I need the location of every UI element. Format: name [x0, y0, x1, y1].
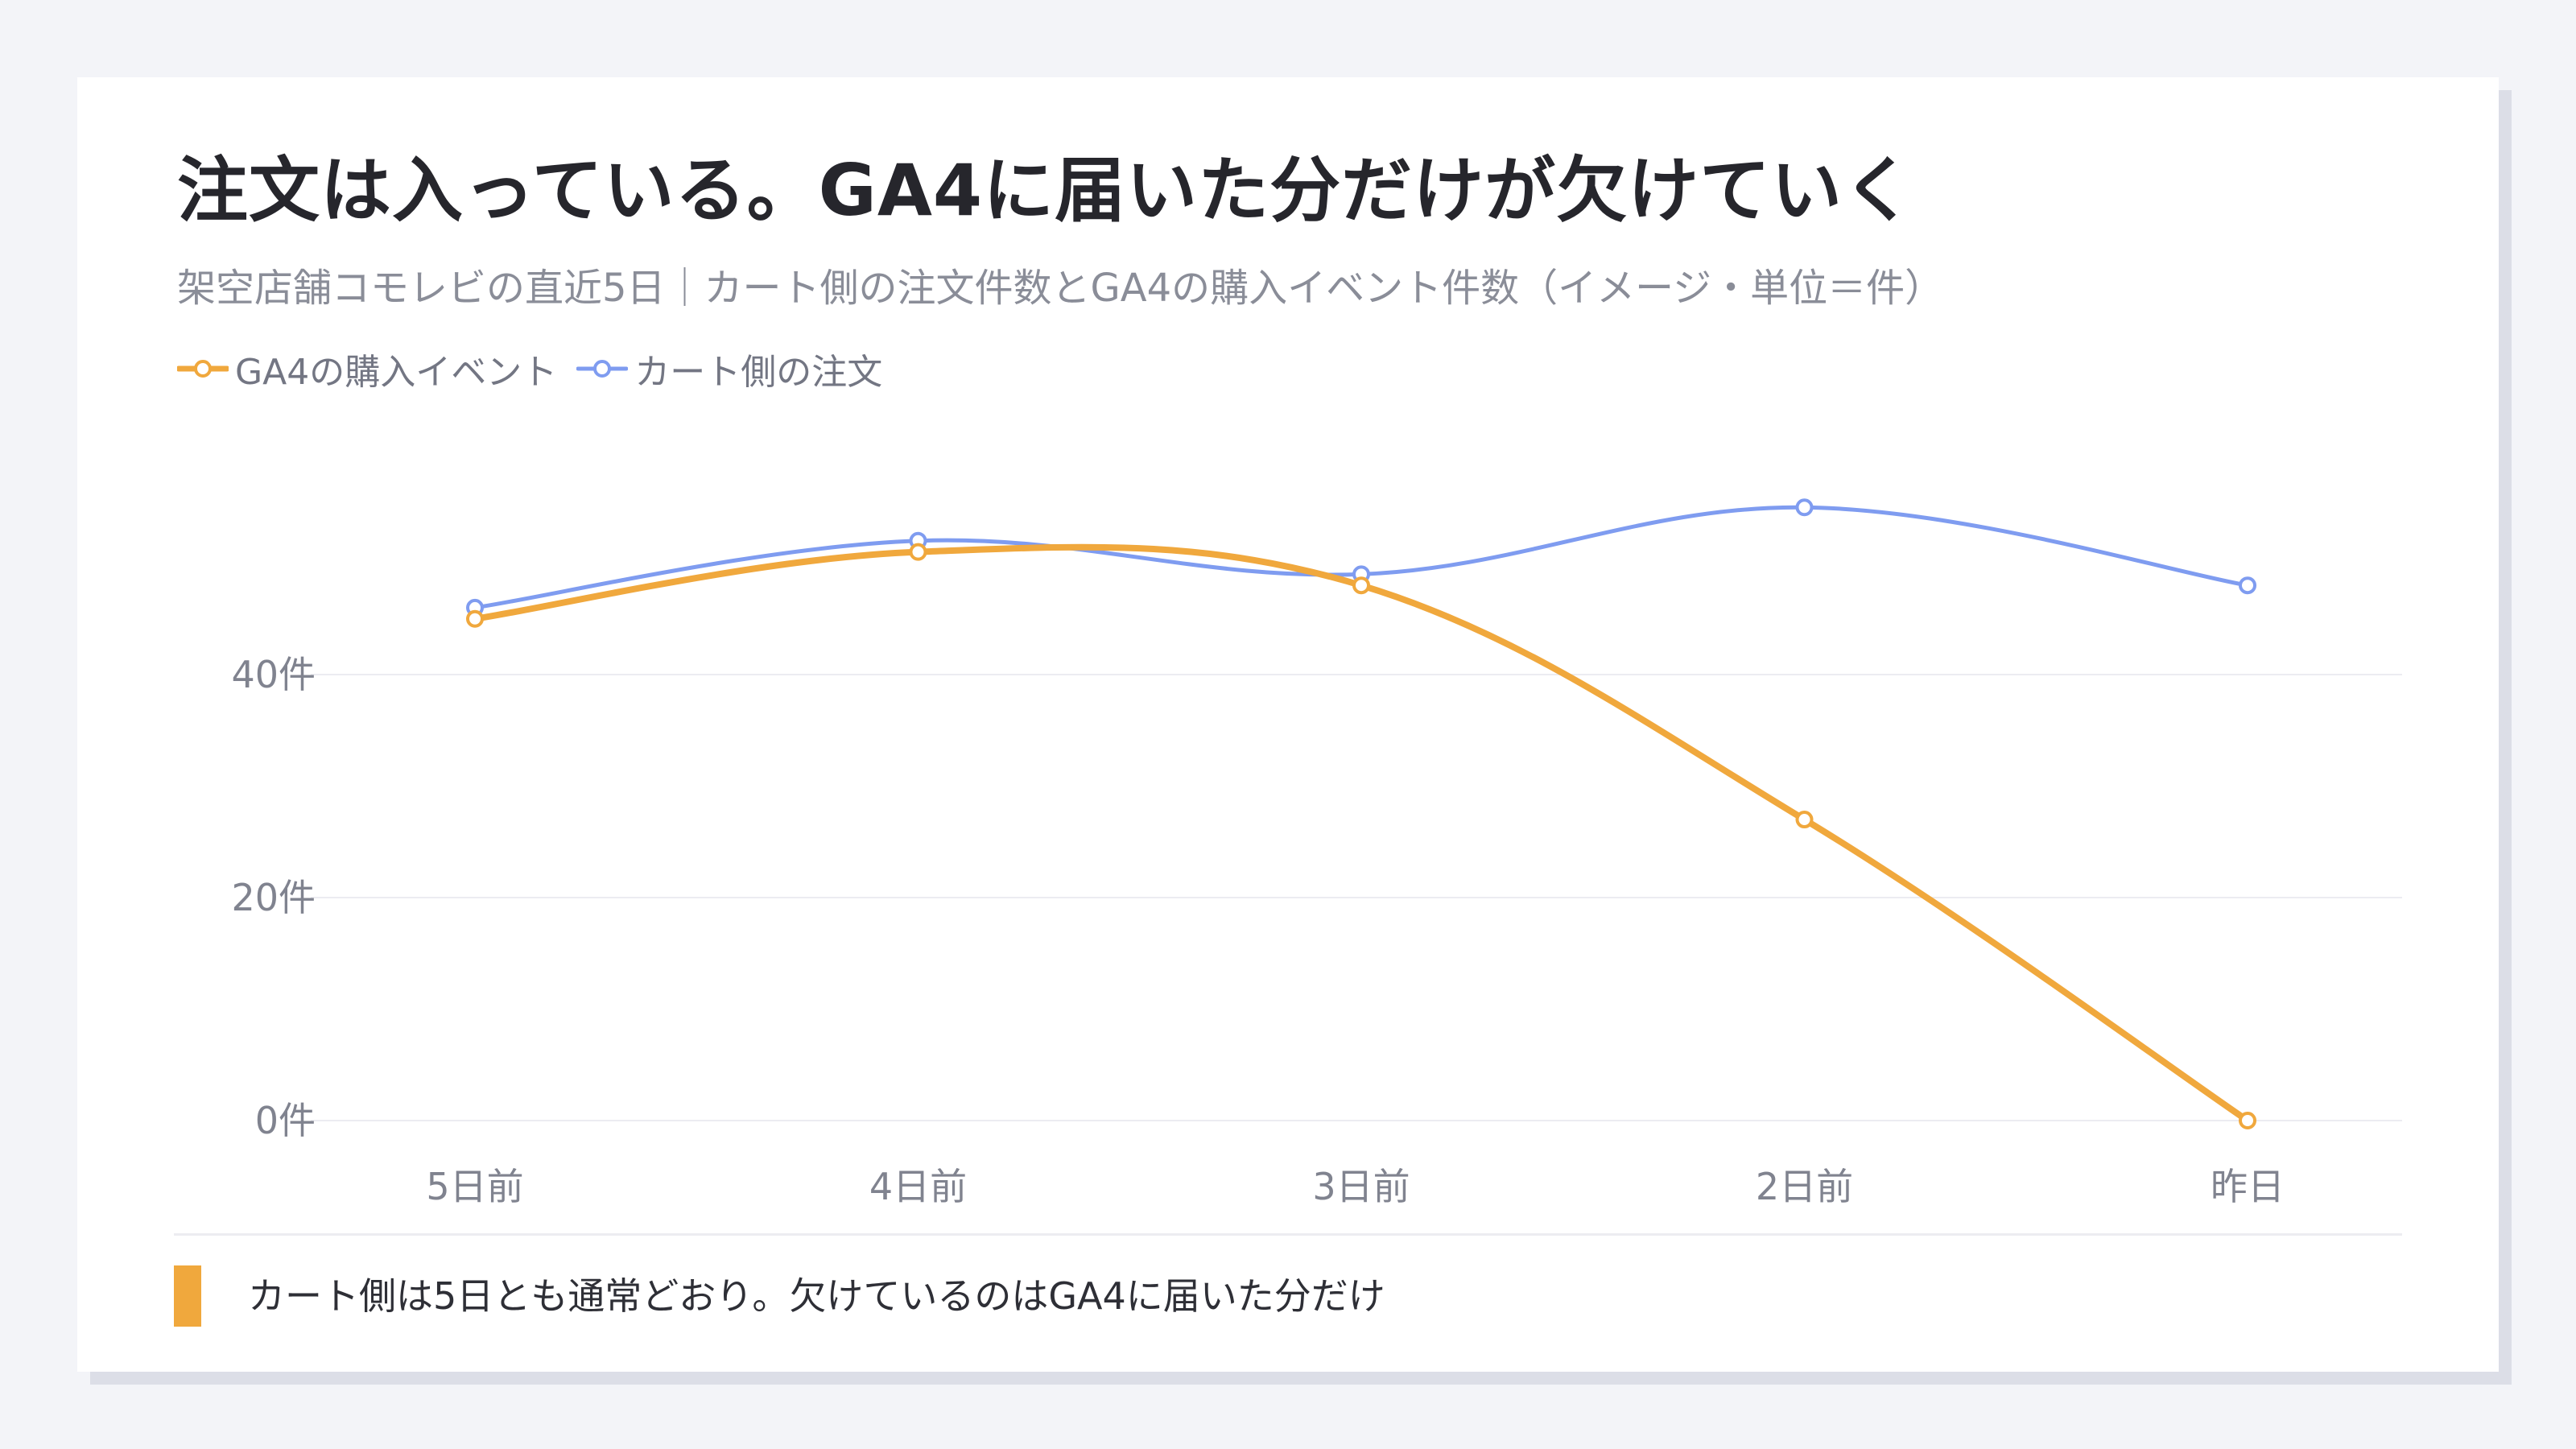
data-point-cart: [2239, 576, 2256, 595]
legend-item-ga4: GA4の購入イベント: [177, 343, 557, 394]
x-tick-label: 4日前: [869, 1165, 967, 1208]
data-point-ga4: [2239, 1112, 2256, 1129]
chart-series: [466, 498, 2256, 1129]
series-line-ga4: [472, 543, 2251, 1124]
chart-subtitle: 架空店舗コモレビの直近5日｜カート側の注文件数とGA4の購入イベント件数（イメー…: [177, 266, 1944, 311]
y-tick-label: 0件: [255, 1099, 316, 1142]
legend-label-cart: カート側の注文: [634, 352, 883, 393]
chart-title: 注文は入っている。GA4に届いた分だけが欠けていく: [177, 149, 1915, 232]
x-tick-label: 3日前: [1312, 1165, 1410, 1208]
legend-swatch-cart: [576, 360, 629, 378]
x-tick-label: 2日前: [1756, 1165, 1853, 1208]
x-tick-label: 5日前: [426, 1165, 523, 1208]
y-tick-label: 20件: [231, 876, 316, 919]
data-point-cart: [1795, 498, 1814, 517]
chart-card: 注文は入っている。GA4に届いた分だけが欠けていく 架空店舗コモレビの直近5日｜…: [77, 77, 2499, 1372]
chart-legend: GA4の購入イベント カート側の注文: [177, 343, 902, 394]
data-point-ga4: [1795, 811, 1814, 829]
data-point-ga4: [466, 609, 484, 628]
footer-divider: [174, 1233, 2402, 1236]
x-axis-ticks: 5日前 4日前 3日前 2日前 昨日: [426, 1165, 2285, 1208]
data-point-ga4: [1352, 576, 1370, 595]
data-point-ga4: [909, 543, 927, 561]
chart-note: カート側は5日とも通常どおり。欠けているのはGA4に届いた分だけ: [248, 1274, 1385, 1318]
x-tick-label: 昨日: [2211, 1165, 2285, 1208]
y-tick-label: 40件: [231, 653, 316, 696]
legend-label-ga4: GA4の購入イベント: [235, 352, 558, 393]
note-accent-bar: [174, 1265, 201, 1327]
series-ga4: [466, 543, 2256, 1129]
legend-item-cart: カート側の注文: [576, 343, 882, 394]
y-axis-ticks: 0件 20件 40件: [231, 653, 316, 1142]
series-cart: [466, 498, 2256, 617]
grid-lines: [311, 674, 2402, 1121]
line-chart: 0件 20件 40件 5日前 4日前 3日前 2日前 昨日: [231, 498, 2402, 1208]
legend-swatch-ga4: [177, 360, 229, 378]
